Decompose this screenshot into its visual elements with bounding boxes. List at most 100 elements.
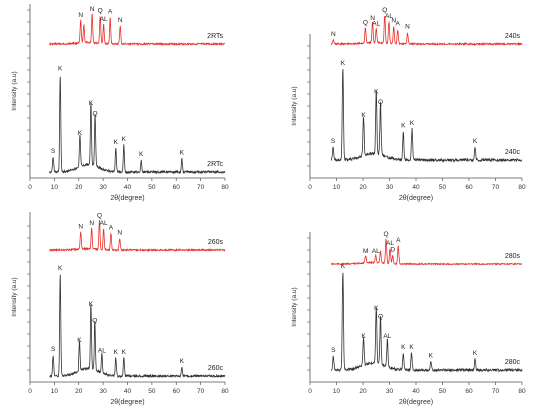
x-tick-label: 10 [333,184,341,191]
peak-label: A [396,21,401,28]
peak-label: A [108,9,113,16]
peak-label: K [77,337,82,344]
x-tick-label: 30 [386,184,394,191]
chart-panel-2rt: 0 10 20 30 40 50 60 70 80 2θ(degree) Intensity (a.… [0,0,275,208]
peak-label: K [180,358,185,365]
x-tick-label: 80 [221,184,229,191]
x-tick-label: 80 [518,184,526,191]
peak-label: K [401,122,406,129]
chart-panel-240: 0 10 20 30 40 50 60 70 80 2θ(degree) Intensity (a.… [275,0,550,208]
x-tick-label: 0 [28,184,32,191]
series-line-240c [330,68,523,163]
peak-label: N [78,223,83,230]
x-tick-label: 30 [100,184,108,191]
peak-label: K [401,344,406,351]
peak-label: K [180,150,185,157]
peak-label: K [89,100,94,107]
peak-label: K [78,130,83,137]
peak-label: K [114,139,119,146]
peak-label: K [361,112,366,119]
series-label: 280s [505,253,521,260]
peak-label: AL [100,16,108,23]
x-tick-label: 70 [197,184,205,191]
x-tick-label: 0 [308,184,312,191]
peak-label: AL [372,21,380,28]
x-tick-label: 60 [465,388,473,395]
peak-label: AL [383,333,391,340]
xrd-chart-240: 0 10 20 30 40 50 60 70 80 2θ(degree) Intensity (a.… [291,7,526,202]
x-tick-label: 30 [100,388,108,395]
x-axis-label: 2θ(degree) [110,399,144,406]
peak-label: K [341,60,346,67]
peak-label: Q [382,7,387,14]
series-line-260s [49,220,226,253]
chart-panel-260: 0 10 20 30 40 50 60 70 80 2θ(degree) Intensity (a.… [0,208,275,416]
series-label: 280c [505,359,521,366]
x-tick-label: 50 [148,184,156,191]
x-tick-label: 20 [359,184,367,191]
series-line-2RTs [49,13,225,47]
x-axis-label: 2θ(degree) [399,399,433,406]
x-tick-label: 70 [492,184,500,191]
y-axis-label: Intensity (a.u) [291,287,298,326]
x-tick-label: 80 [518,388,526,395]
series-label: 2RTs [207,33,223,40]
peak-label: K [122,136,127,143]
peak-label: AL [386,240,394,247]
peak-label: N [331,31,336,38]
peak-label: AL [372,248,380,255]
peak-label: K [473,138,478,145]
x-tick-label: 60 [173,184,181,191]
peak-label: N [370,15,375,22]
peak-label: AL [100,220,108,227]
x-tick-label: 0 [308,388,312,395]
series-line-280s [331,238,523,266]
series-line-260c [49,274,226,379]
peak-label: AL [385,13,393,20]
peak-label: K [341,263,346,270]
peak-label: K [58,66,63,73]
peak-label: K [361,333,366,340]
peak-label: N [117,230,122,237]
series-label: 240s [505,33,521,40]
x-tick-label: 60 [465,184,473,191]
x-tick-label: 20 [75,184,83,191]
x-tick-label: 70 [197,388,205,395]
peak-label: K [114,349,119,356]
peak-label: Q [363,20,368,27]
x-tick-label: 40 [412,184,420,191]
peak-label: Q [97,212,102,219]
peak-label: Q [378,99,383,106]
xrd-chart-260: 0 10 20 30 40 50 60 70 80 2θ(degree) Intensity (a.… [11,212,229,406]
peak-label: K [122,349,127,356]
peak-label: AL [98,348,106,355]
series-line-240s [330,16,523,47]
peak-label: A [109,224,114,231]
series-line-2RTc [49,76,226,175]
chart-panel-280: 0 10 20 30 40 50 60 70 80 2θ(degree) Intensity (a.… [275,208,550,416]
peak-label: S [331,347,336,354]
x-axis-label: 2θ(degree) [399,195,433,202]
peak-label: K [473,350,478,357]
xrd-chart-280: 0 10 20 30 40 50 60 70 80 2θ(degree) Intensity (a.… [291,231,526,406]
x-axis-label: 2θ(degree) [110,195,144,202]
peak-label: K [374,305,379,312]
series-label: 260s [208,239,224,246]
series-label: 2RTc [207,161,223,168]
xrd-chart-2rt: 0 10 20 30 40 50 60 70 80 2θ(degree) Intensity (a.… [11,4,229,202]
peak-label: K [429,353,434,360]
peak-label: K [409,344,414,351]
x-tick-label: 20 [75,388,83,395]
y-axis-label: Intensity (a.u) [11,71,18,110]
x-tick-label: 40 [412,388,420,395]
x-tick-label: 40 [124,184,132,191]
x-tick-label: 50 [439,184,447,191]
x-tick-label: 10 [51,388,59,395]
series-line-280c [330,272,523,373]
peak-label: S [331,138,336,145]
peak-label: Q [92,318,97,325]
peak-label: Q [378,313,383,320]
peak-label: N [78,12,83,19]
series-label: 240c [505,149,521,156]
series-label: 260c [208,365,224,372]
